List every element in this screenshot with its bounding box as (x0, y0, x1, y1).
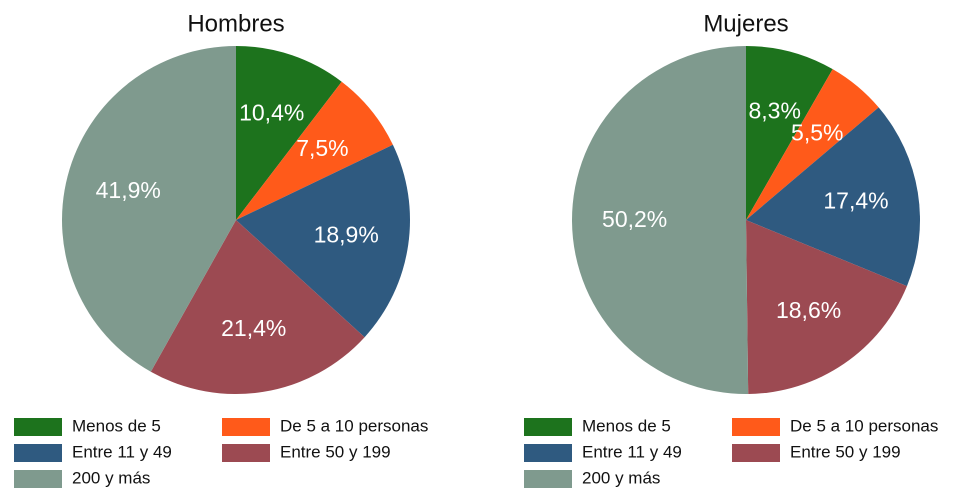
slice-label: 8,3% (748, 97, 800, 123)
slice-label: 10,4% (239, 100, 304, 126)
slice-label: 18,9% (314, 221, 379, 247)
legend-swatch (222, 418, 270, 436)
slice-label: 18,6% (776, 297, 841, 323)
legend-label: De 5 a 10 personas (280, 416, 428, 435)
legend-swatch (524, 444, 572, 462)
slice-label: 50,2% (602, 206, 667, 232)
chart-title: Mujeres (703, 10, 788, 37)
slice-label: 5,5% (791, 119, 843, 145)
legend-label: Entre 50 y 199 (790, 442, 901, 461)
legend-swatch (14, 444, 62, 462)
legend-swatch (14, 470, 62, 488)
pie-slice (746, 107, 920, 287)
legend-swatch (732, 444, 780, 462)
pie-slice (236, 144, 410, 338)
pie-slice (150, 220, 365, 394)
legend-label: De 5 a 10 personas (790, 416, 938, 435)
pie-slice (746, 220, 907, 394)
pie-slice (236, 81, 393, 221)
pie-slice (236, 46, 342, 220)
legend-label: Entre 50 y 199 (280, 442, 391, 461)
legend-swatch (222, 444, 270, 462)
legend-label: Menos de 5 (72, 416, 161, 435)
legend-label: Menos de 5 (582, 416, 671, 435)
legend-label: Entre 11 y 49 (72, 442, 172, 461)
legend-swatch (14, 418, 62, 436)
legend-label: 200 y más (582, 468, 660, 487)
slice-label: 7,5% (296, 135, 348, 161)
legend-label: 200 y más (72, 468, 150, 487)
pie-slice (746, 69, 879, 220)
slice-label: 41,9% (96, 177, 161, 203)
pie-slice (746, 46, 833, 220)
slice-label: 17,4% (823, 188, 888, 214)
chart-title: Hombres (187, 10, 284, 37)
legend-swatch (524, 418, 572, 436)
legend-swatch (732, 418, 780, 436)
pie-slice (62, 46, 236, 372)
legend-swatch (524, 470, 572, 488)
slice-label: 21,4% (221, 315, 286, 341)
pie-slice (572, 46, 749, 394)
legend-label: Entre 11 y 49 (582, 442, 682, 461)
